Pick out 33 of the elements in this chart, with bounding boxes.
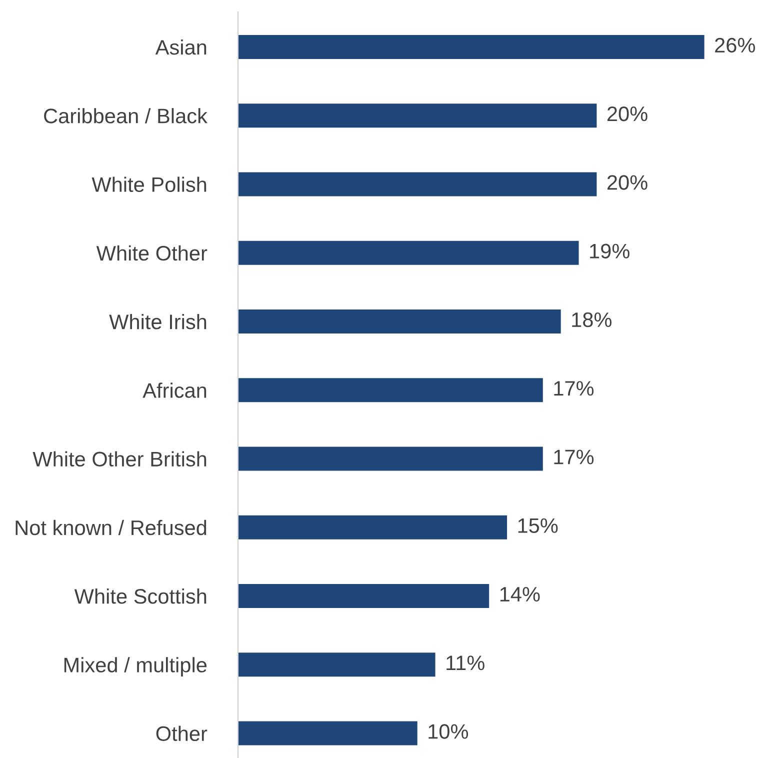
y-tick-label: White Irish: [109, 314, 206, 330]
y-tick-label: White Other: [96, 245, 208, 261]
bar: [238, 378, 543, 402]
bar: [238, 652, 436, 677]
bar: [238, 721, 418, 746]
data-label: 11%: [446, 656, 484, 670]
bar: [238, 240, 579, 265]
y-tick-label: Caribbean / Black: [44, 108, 208, 124]
bar: [238, 104, 597, 128]
data-label: 17%: [554, 450, 594, 464]
data-label: 26%: [715, 38, 755, 53]
bar: [238, 515, 508, 540]
y-tick-label: African: [142, 382, 206, 398]
data-label: 20%: [607, 175, 648, 190]
bar: [238, 446, 543, 471]
y-tick-label: Mixed / multiple: [64, 657, 207, 677]
y-tick-label: Other: [156, 726, 208, 742]
data-label: 19%: [590, 244, 630, 258]
bar: [238, 310, 561, 334]
bar: [238, 172, 597, 196]
data-label: 10%: [428, 724, 468, 739]
y-tick-label: White Polish: [92, 176, 206, 192]
bar: [238, 34, 704, 60]
data-label: 14%: [500, 586, 540, 602]
y-tick-label: Asian: [155, 39, 206, 55]
data-label: 15%: [518, 518, 558, 533]
data-label: 17%: [554, 381, 594, 396]
data-label: 20%: [607, 106, 648, 122]
y-tick-label: White Other British: [32, 451, 206, 467]
data-label: 18%: [572, 312, 612, 328]
y-tick-label: Not known / Refused: [16, 520, 206, 536]
bar: [238, 584, 490, 608]
y-tick-label: White Scottish: [74, 588, 206, 604]
